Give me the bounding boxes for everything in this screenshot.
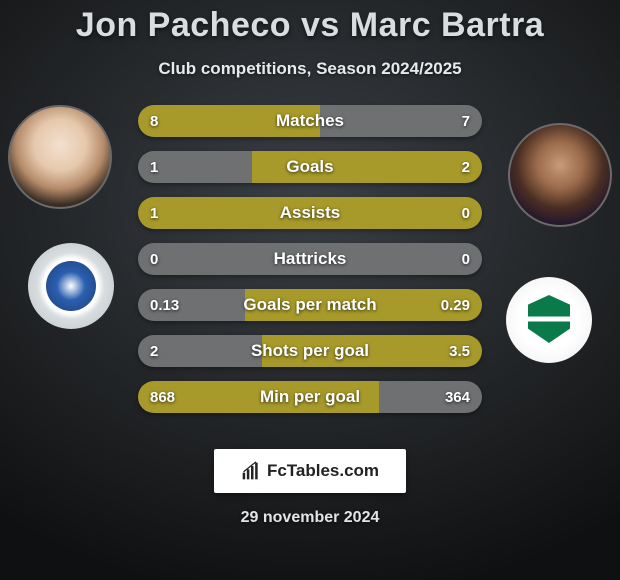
stat-row: Hattricks00: [138, 243, 482, 275]
stat-row: Shots per goal23.5: [138, 335, 482, 367]
page-title: Jon Pacheco vs Marc Bartra: [0, 6, 620, 45]
stat-bar-player2: [310, 243, 482, 275]
stat-bar-player1: [138, 105, 320, 137]
chart-icon: [241, 461, 261, 481]
stat-bar-player2: [245, 289, 482, 321]
stat-row: Goals12: [138, 151, 482, 183]
stat-bar-player1: [138, 381, 379, 413]
stat-row: Assists10: [138, 197, 482, 229]
footer-date: 29 november 2024: [0, 509, 620, 527]
stat-bar-player1: [138, 197, 482, 229]
player2-avatar: [508, 123, 612, 227]
stat-bar-player1: [138, 289, 245, 321]
stat-row: Goals per match0.130.29: [138, 289, 482, 321]
stat-bar-player2: [262, 335, 482, 367]
player2-club-crest: [506, 277, 592, 363]
player1-club-crest: [28, 243, 114, 329]
infographic-container: Jon Pacheco vs Marc Bartra Club competit…: [0, 0, 620, 580]
stat-rows: Matches87 Goals12 Assists10 Hattricks00 Goal…: [138, 105, 482, 427]
player1-avatar: [8, 105, 112, 209]
stat-bar-player2: [252, 151, 482, 183]
stat-bar-player1: [138, 243, 310, 275]
stat-row: Min per goal868364: [138, 381, 482, 413]
stat-bar-player1: [138, 151, 252, 183]
stat-row: Matches87: [138, 105, 482, 137]
logo-text: FcTables.com: [267, 461, 379, 481]
fctables-logo: FcTables.com: [214, 449, 406, 493]
stats-area: Matches87 Goals12 Assists10 Hattricks00 Goal…: [0, 105, 620, 435]
stat-bar-player2: [379, 381, 482, 413]
stat-bar-player1: [138, 335, 262, 367]
subtitle: Club competitions, Season 2024/2025: [0, 59, 620, 79]
stat-bar-player2: [320, 105, 482, 137]
